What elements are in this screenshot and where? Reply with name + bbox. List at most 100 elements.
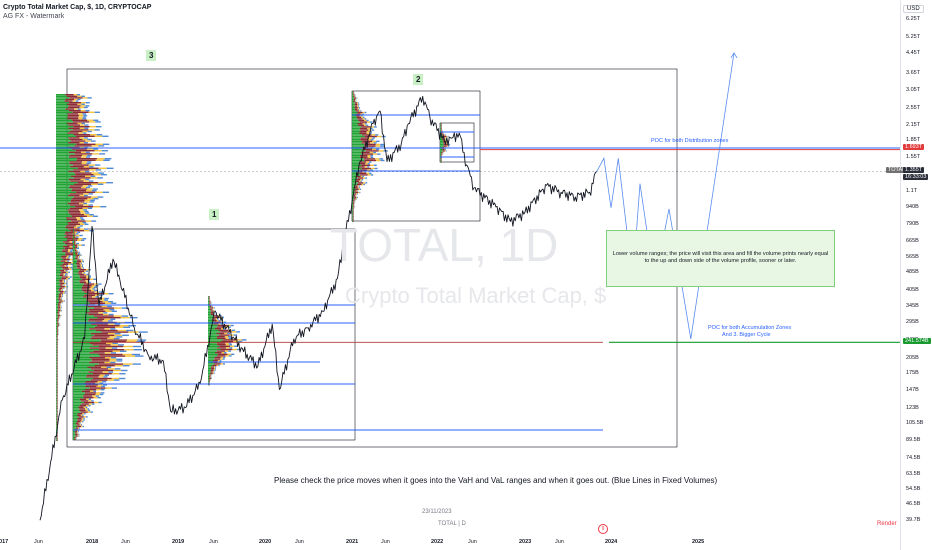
volume-profile-3-bar [56, 282, 61, 285]
volume-profile-3-bar [68, 257, 70, 259]
volume-profile-1a-bar [120, 369, 128, 372]
volume-profile-1a-bar [73, 379, 91, 381]
volume-profile-2-bar [360, 129, 369, 131]
volume-profile-2-bar [352, 214, 353, 216]
volume-profile-1b-bar [214, 363, 221, 365]
volume-profile-1b-bar [208, 300, 210, 303]
volume-profile-2-bar [352, 204, 354, 206]
volume-profile-3-bar [85, 140, 91, 142]
volume-profile-3-bar [84, 170, 89, 173]
volume-profile-2-bar [357, 196, 358, 198]
volume-profile-1a-bar [75, 438, 77, 440]
volume-profile-1b-bar [230, 345, 235, 347]
volume-profile-1a-bar [106, 342, 113, 344]
volume-profile-1a-bar [73, 301, 89, 303]
y-tick-label: 46.5B [906, 501, 921, 508]
volume-profile-3-bar [88, 111, 95, 113]
volume-profile-3-bar [56, 236, 65, 238]
volume-profile-3-bar [59, 300, 63, 302]
y-tick-label: 2.55T [906, 105, 921, 112]
volume-profile-3-bar [83, 166, 90, 168]
volume-profile-2-bar [367, 139, 371, 141]
volume-profile-1a-bar [81, 261, 83, 263]
volume-profile-3-bar [56, 383, 58, 385]
volume-profile-1a-bar [94, 307, 114, 309]
volume-profile-1a-bar [100, 341, 127, 343]
volume-profile-2-bar [356, 193, 357, 195]
volume-profile-3-bar [56, 414, 57, 416]
volume-profile-1a-bar [108, 320, 113, 322]
volume-profile-3-bar [70, 266, 73, 269]
volume-profile-2-bar [352, 99, 354, 101]
volume-profile-3-bar [98, 182, 107, 184]
volume-profile-3-bar [85, 105, 90, 107]
volume-profile-1a-bar [76, 264, 81, 266]
volume-profile-1a-bar [101, 305, 108, 308]
volume-profile-1a-bar [137, 339, 147, 341]
volume-profile-3-bar [62, 263, 69, 265]
volume-profile-3-bar [79, 106, 84, 109]
volume-profile-3-bar [56, 369, 58, 371]
volume-profile-3-bar [91, 183, 98, 185]
volume-profile-1a-bar [109, 309, 115, 311]
volume-profile-1a-bar [73, 371, 89, 373]
volume-profile-3-bar [56, 374, 58, 376]
volume-profile-1a-bar [77, 246, 79, 248]
x-tick-label: 2024 [605, 539, 618, 545]
volume-profile-1a-bar [109, 336, 117, 338]
y-tick-label: 295B [906, 318, 919, 325]
volume-profile-3-bar [82, 222, 87, 224]
volume-profile-3-bar [75, 234, 80, 237]
volume-profile-1a-bar [88, 405, 91, 407]
volume-profile-3-bar [56, 353, 58, 355]
volume-profile-3-bar [79, 225, 83, 227]
volume-profile-3-bar [77, 226, 81, 229]
volume-profile-3-bar [67, 113, 79, 115]
volume-profile-1a-bar [119, 350, 127, 352]
volume-profile-3-bar [81, 102, 86, 104]
volume-profile-3-bar [56, 423, 58, 425]
volume-profile-1a-bar [113, 369, 121, 372]
volume-profile-3-bar [56, 340, 57, 342]
volume-profile-2-bar [359, 132, 367, 134]
volume-profile-2-bar [354, 105, 358, 107]
volume-profile-1a-bar [85, 385, 97, 388]
y-tick-label: 205B [906, 354, 919, 361]
currency-button[interactable]: USD [903, 5, 924, 13]
volume-profile-1b-bar [213, 369, 215, 371]
volume-profile-2-bar [364, 119, 367, 122]
volume-profile-1b-bar [222, 358, 225, 360]
volume-profile-1b-bar [227, 332, 231, 335]
price-axis[interactable] [900, 0, 932, 550]
volume-profile-2-bar [370, 142, 374, 144]
volume-profile-3-bar [56, 233, 65, 235]
volume-profile-1a-bar [93, 397, 98, 399]
poc-accumulation-label-2: And 3. Bigger Cycle [722, 332, 771, 338]
volume-profile-1a-bar [73, 291, 85, 293]
volume-profile-1b-bar [233, 340, 239, 343]
event-icon[interactable]: 9 [598, 524, 608, 534]
volume-profile-2-bar [363, 116, 365, 118]
volume-profile-2-bar [352, 206, 354, 208]
volume-profile-1a-bar [101, 331, 129, 333]
volume-profile-3-bar [65, 98, 75, 101]
volume-profile-3-bar [56, 359, 57, 361]
volume-profile-3-bar [56, 420, 58, 422]
volume-profile-3-bar [76, 143, 96, 145]
y-tick-label: 4.45T [906, 49, 921, 56]
volume-profile-3-bar [56, 201, 71, 203]
volume-profile-3-bar [95, 143, 103, 145]
volume-profile-3-bar [56, 175, 71, 177]
volume-profile-1a-bar [73, 329, 96, 332]
volume-profile-3-bar [56, 358, 57, 360]
volume-profile-1a-bar [91, 400, 94, 402]
volume-profile-3-bar [97, 196, 104, 198]
volume-profile-3-bar [61, 302, 63, 304]
volume-profile-3-bar [56, 372, 57, 374]
volume-profile-3-bar [56, 263, 63, 265]
volume-profile-2-bar [358, 119, 365, 122]
volume-profile-3-bar [62, 284, 64, 286]
volume-profile-3-bar [68, 110, 81, 112]
volume-profile-2-bar [353, 195, 356, 197]
volume-profile-1a-bar [73, 289, 83, 292]
